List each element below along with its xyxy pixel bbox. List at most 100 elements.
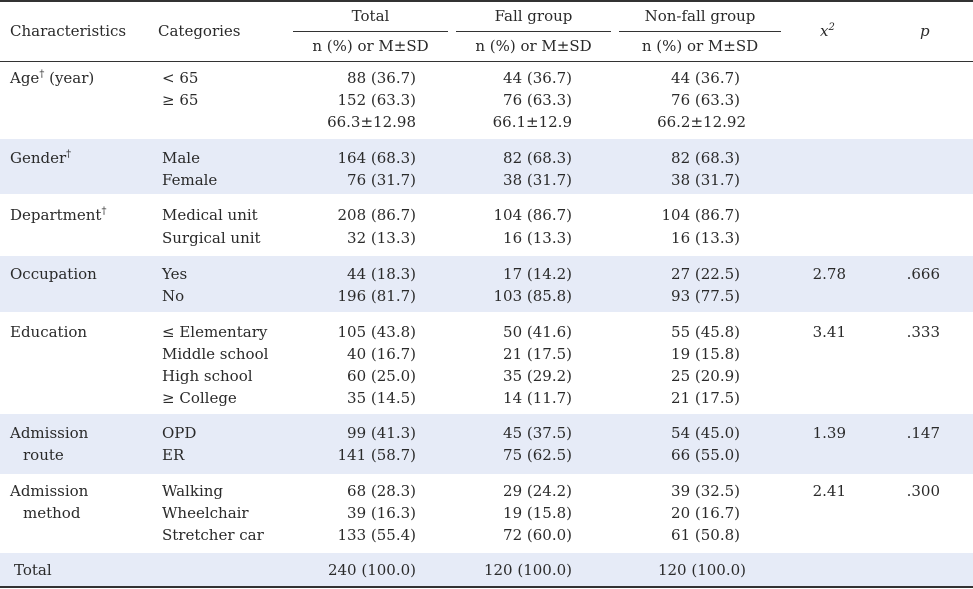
- total-value: 105 (43.8): [337, 323, 416, 341]
- total-value: 35 (14.5): [347, 389, 416, 407]
- nonfall-value: 16 (13.3): [671, 229, 740, 247]
- fall-value: 45 (37.5): [503, 424, 572, 442]
- row-label: Department†: [10, 206, 107, 224]
- total-value: 68 (28.3): [347, 482, 416, 500]
- fall-value: 50 (41.6): [503, 323, 572, 341]
- group-gender: Gender† Male Female 164 (68.3) 76 (31.7)…: [0, 139, 973, 194]
- fall-value: 76 (63.3): [503, 91, 572, 109]
- header-nonfall-group: Non-fall group: [644, 7, 756, 25]
- nonfall-value: 104 (86.7): [661, 206, 740, 224]
- chi-square-value: 1.39: [812, 424, 846, 442]
- header-categories: Categories: [158, 22, 241, 40]
- fall-value: 44 (36.7): [503, 69, 572, 87]
- row-label: Admission: [10, 424, 89, 442]
- group-education: Education ≤ Elementary Middle school Hig…: [0, 314, 973, 414]
- row-label: Age† (year): [10, 69, 95, 87]
- nonfall-value: 66 (55.0): [671, 446, 740, 464]
- category: Female: [162, 171, 218, 189]
- nonfall-value: 20 (16.7): [671, 504, 740, 522]
- nonfall-value: 93 (77.5): [671, 287, 740, 305]
- group-occupation: Occupation Yes No 44 (18.3) 196 (81.7) 1…: [0, 256, 973, 312]
- row-label: Admission: [10, 482, 89, 500]
- nonfall-value: 61 (50.8): [671, 526, 740, 544]
- header-bottom-rule: [0, 61, 973, 62]
- header-characteristics: Characteristics: [10, 22, 127, 40]
- nonfall-value: 66.2±12.92: [657, 113, 746, 131]
- nonfall-value: 19 (15.8): [671, 345, 740, 363]
- fall-value: 103 (85.8): [493, 287, 572, 305]
- fall-value: 29 (24.2): [503, 482, 572, 500]
- category: Male: [162, 149, 200, 167]
- category: Walking: [162, 482, 224, 500]
- total-value: 240 (100.0): [327, 561, 416, 579]
- nonfall-value: 120 (100.0): [657, 561, 746, 579]
- nonfall-value: 25 (20.9): [671, 367, 740, 385]
- group-admission-route: Admission route OPD ER 99 (41.3) 141 (58…: [0, 414, 973, 474]
- chi-square-value: 2.41: [812, 482, 846, 500]
- nonfall-value: 55 (45.8): [671, 323, 740, 341]
- row-label: Education: [10, 323, 88, 341]
- total-value: 152 (63.3): [337, 91, 416, 109]
- fall-value: 19 (15.8): [503, 504, 572, 522]
- total-value: 32 (13.3): [347, 229, 416, 247]
- nonfall-value: 82 (68.3): [671, 149, 740, 167]
- chi-square-value: 2.78: [812, 265, 846, 283]
- total-value: 141 (58.7): [337, 446, 416, 464]
- category: ≥ College: [162, 389, 237, 407]
- total-value: 60 (25.0): [347, 367, 416, 385]
- total-value: 40 (16.7): [347, 345, 416, 363]
- fall-value: 82 (68.3): [503, 149, 572, 167]
- fall-value: 104 (86.7): [493, 206, 572, 224]
- fall-value: 17 (14.2): [503, 265, 572, 283]
- row-label: Occupation: [10, 265, 97, 283]
- total-value: 44 (18.3): [347, 265, 416, 283]
- total-value: 39 (16.3): [347, 504, 416, 522]
- total-value: 164 (68.3): [337, 149, 416, 167]
- row-label-continued: method: [23, 504, 81, 522]
- category: Stretcher car: [162, 526, 264, 544]
- header-total-rule: [293, 31, 448, 32]
- category: Medical unit: [162, 206, 258, 224]
- header-nonfall-rule: [619, 31, 781, 32]
- header-p-value: p: [920, 22, 930, 40]
- total-value: 133 (55.4): [337, 526, 416, 544]
- nonfall-value: 44 (36.7): [671, 69, 740, 87]
- header-total: Total: [351, 7, 390, 25]
- fall-value: 35 (29.2): [503, 367, 572, 385]
- total-value: 196 (81.7): [337, 287, 416, 305]
- p-value: .147: [906, 424, 940, 442]
- nonfall-value: 38 (31.7): [671, 171, 740, 189]
- header-chi-square: x2: [820, 22, 835, 40]
- category: No: [162, 287, 185, 305]
- fall-value: 14 (11.7): [503, 389, 572, 407]
- category: < 65: [162, 69, 199, 87]
- category: Wheelchair: [162, 504, 249, 522]
- total-value: 208 (86.7): [337, 206, 416, 224]
- table-top-rule: [0, 0, 973, 2]
- category: High school: [162, 367, 253, 385]
- category: OPD: [162, 424, 197, 442]
- nonfall-value: 21 (17.5): [671, 389, 740, 407]
- header-fall-group: Fall group: [494, 7, 573, 25]
- fall-value: 72 (60.0): [503, 526, 572, 544]
- group-admission-method: Admission method Walking Wheelchair Stre…: [0, 474, 973, 553]
- p-value: .300: [906, 482, 940, 500]
- total-row: Total 240 (100.0) 120 (100.0) 120 (100.0…: [0, 553, 973, 586]
- table-bottom-rule: [0, 586, 973, 588]
- row-label-continued: route: [23, 446, 64, 464]
- total-value: 66.3±12.98: [327, 113, 416, 131]
- nonfall-value: 76 (63.3): [671, 91, 740, 109]
- group-age: Age† (year) < 65 ≥ 65 88 (36.7) 152 (63.…: [0, 62, 973, 139]
- nonfall-value: 39 (32.5): [671, 482, 740, 500]
- category: ≤ Elementary: [162, 323, 268, 341]
- total-value: 76 (31.7): [347, 171, 416, 189]
- fall-value: 21 (17.5): [503, 345, 572, 363]
- header-fall-rule: [456, 31, 611, 32]
- category: ER: [162, 446, 185, 464]
- nonfall-value: 27 (22.5): [671, 265, 740, 283]
- row-label: Gender†: [10, 149, 72, 167]
- fall-value: 16 (13.3): [503, 229, 572, 247]
- group-department: Department† Medical unit Surgical unit 2…: [0, 197, 973, 254]
- nonfall-value: 54 (45.0): [671, 424, 740, 442]
